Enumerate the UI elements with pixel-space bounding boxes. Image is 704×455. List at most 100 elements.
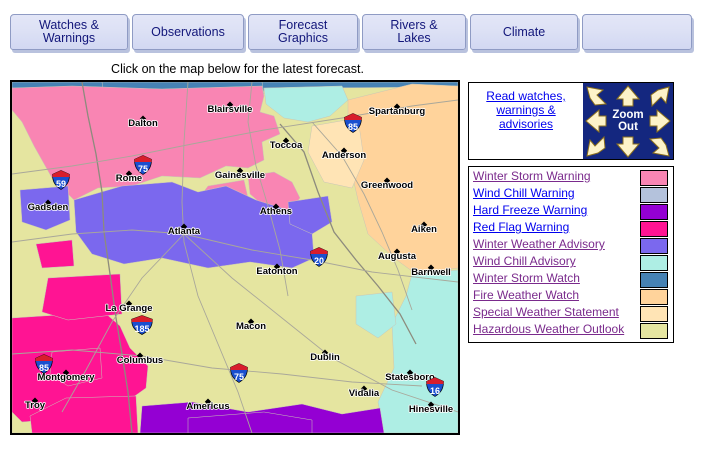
city-label: Spartanburg	[369, 106, 426, 117]
road-major-3	[12, 229, 458, 283]
legend-row: Hard Freeze Warning	[469, 203, 673, 220]
tab-observations-label: Observations	[151, 24, 225, 39]
city-label: Toccoa	[270, 140, 303, 151]
interstate-shield-icon: 75	[230, 363, 248, 383]
map-zoom-out-control[interactable]: Zoom Out	[583, 83, 673, 159]
tab-blank[interactable]	[582, 14, 692, 50]
map-city: Statesboro	[384, 369, 436, 384]
map-city: Dublin	[309, 349, 341, 364]
legend-row: Wind Chill Advisory	[469, 254, 673, 271]
city-marker-diamond-icon	[340, 147, 348, 154]
map-city: Aiken	[410, 221, 438, 236]
legend-link-wind-chill-warning[interactable]: Wind Chill Warning	[473, 186, 575, 200]
zone-winter-weather-advisory	[287, 195, 333, 235]
nav-arrow-west-icon[interactable]	[585, 109, 609, 133]
legend-link-wind-chill-advisory[interactable]: Wind Chill Advisory	[473, 254, 576, 268]
legend-row: Hazardous Weather Outlook	[469, 322, 673, 339]
interstate-shield-number: 16	[430, 386, 440, 396]
tab-rivers-and-lakes-label: Rivers & Lakes	[390, 18, 438, 45]
city-label: Athens	[260, 206, 292, 217]
primary-tab-bar: Watches & Warnings Observations Forecast…	[0, 0, 704, 60]
city-label: Augusta	[378, 251, 417, 262]
map-city: Blairsville	[207, 101, 253, 116]
map-city: Americus	[186, 398, 230, 413]
tab-watches-and-warnings-label: Watches & Warnings	[39, 18, 99, 45]
legend-link-winter-storm-watch[interactable]: Winter Storm Watch	[473, 271, 580, 285]
zone-winter-storm-warning	[12, 85, 281, 201]
city-label: Gainesville	[215, 170, 265, 181]
city-marker-diamond-icon	[204, 398, 212, 405]
nav-arrow-east-icon[interactable]	[647, 109, 671, 133]
legend-color-swatch	[640, 323, 668, 339]
road-major-1	[12, 99, 458, 175]
city-label: Atlanta	[168, 226, 201, 237]
warnings-map[interactable]: Blairsville Dalton Spartanburg Toccoa Anders…	[10, 80, 460, 435]
city-marker-diamond-icon	[226, 101, 234, 108]
zone-red-flag-warning	[41, 273, 123, 321]
map-city: Gadsden	[27, 199, 69, 214]
city-marker-diamond-icon	[180, 223, 188, 230]
zone-hard-freeze-warning	[187, 411, 313, 433]
legend-color-swatch	[640, 306, 668, 322]
interstate-shield-icon: 16	[426, 377, 444, 397]
legend-link-special-weather-statement[interactable]: Special Weather Statement	[473, 305, 619, 319]
read-link-cell: Read watches, warnings & advisories	[469, 83, 583, 159]
map-city: Toccoa	[269, 137, 304, 152]
legend-link-winter-storm-warning[interactable]: Winter Storm Warning	[473, 169, 591, 183]
legend-link-hazardous-weather-outlook[interactable]: Hazardous Weather Outlook	[473, 322, 625, 336]
map-city: Montgomery	[37, 369, 96, 384]
state-line-alabama-georgia	[81, 82, 133, 433]
tab-climate[interactable]: Climate	[470, 14, 578, 50]
nav-arrow-southwest-icon[interactable]	[585, 134, 609, 158]
tab-watches-and-warnings[interactable]: Watches & Warnings	[10, 14, 128, 50]
city-marker-diamond-icon	[406, 369, 414, 376]
city-marker-diamond-icon	[272, 203, 280, 210]
legend-color-swatch	[640, 221, 668, 237]
interstate-shield-number: 75	[234, 372, 244, 382]
city-label: Vidalia	[349, 388, 380, 399]
warnings-map-canvas[interactable]: Blairsville Dalton Spartanburg Toccoa Anders…	[12, 82, 458, 433]
city-label: Troy	[25, 400, 46, 411]
nav-arrow-southeast-icon[interactable]	[647, 134, 671, 158]
road-major-4	[183, 233, 458, 413]
tab-forecast-graphics[interactable]: Forecast Graphics	[248, 14, 358, 50]
nav-arrow-northwest-icon[interactable]	[585, 85, 609, 109]
map-city: Macon	[235, 318, 267, 333]
city-marker-diamond-icon	[427, 401, 435, 408]
city-label: Statesboro	[385, 372, 435, 383]
map-city: Greenwood	[360, 177, 414, 192]
legend-row: Winter Storm Warning	[469, 169, 673, 186]
legend-link-hard-freeze-warning[interactable]: Hard Freeze Warning	[473, 203, 588, 217]
nav-arrow-south-icon[interactable]	[616, 134, 640, 158]
city-marker-diamond-icon	[420, 221, 428, 228]
tab-rivers-and-lakes[interactable]: Rivers & Lakes	[362, 14, 466, 50]
interstate-shield-number: 85	[348, 122, 358, 132]
map-city: Barnwell	[410, 264, 452, 279]
legend-color-swatch	[640, 255, 668, 271]
nav-arrow-north-icon[interactable]	[616, 85, 640, 109]
legend-row: Winter Weather Advisory	[469, 237, 673, 254]
road-major-8	[247, 82, 289, 297]
nav-arrow-northeast-icon[interactable]	[647, 85, 671, 109]
hazard-legend: Winter Storm Warning Wind Chill Warning Ha…	[468, 166, 674, 343]
city-marker-diamond-icon	[321, 349, 329, 356]
city-label: Americus	[186, 401, 229, 412]
legend-link-winter-weather-advisory[interactable]: Winter Weather Advisory	[473, 237, 605, 251]
zone-red-flag-warning	[29, 395, 139, 433]
road-major-7	[12, 349, 423, 387]
city-marker-diamond-icon	[282, 137, 290, 144]
read-and-navigate-box: Read watches, warnings & advisories Zoom…	[468, 82, 674, 160]
city-marker-diamond-icon	[31, 397, 39, 404]
map-polygons	[12, 82, 458, 433]
tab-observations[interactable]: Observations	[132, 14, 244, 50]
city-marker-diamond-icon	[383, 177, 391, 184]
legend-row: Winter Storm Watch	[469, 271, 673, 288]
city-marker-diamond-icon	[247, 318, 255, 325]
legend-link-fire-weather-watch[interactable]: Fire Weather Watch	[473, 288, 580, 302]
legend-link-red-flag-warning[interactable]: Red Flag Warning	[473, 220, 570, 234]
city-label: La Grange	[106, 303, 153, 314]
read-watches-warnings-advisories-link[interactable]: Read watches, warnings & advisories	[486, 89, 566, 131]
map-city: Anderson	[321, 147, 367, 162]
map-city: Vidalia	[348, 385, 381, 400]
city-label: Montgomery	[38, 372, 96, 383]
